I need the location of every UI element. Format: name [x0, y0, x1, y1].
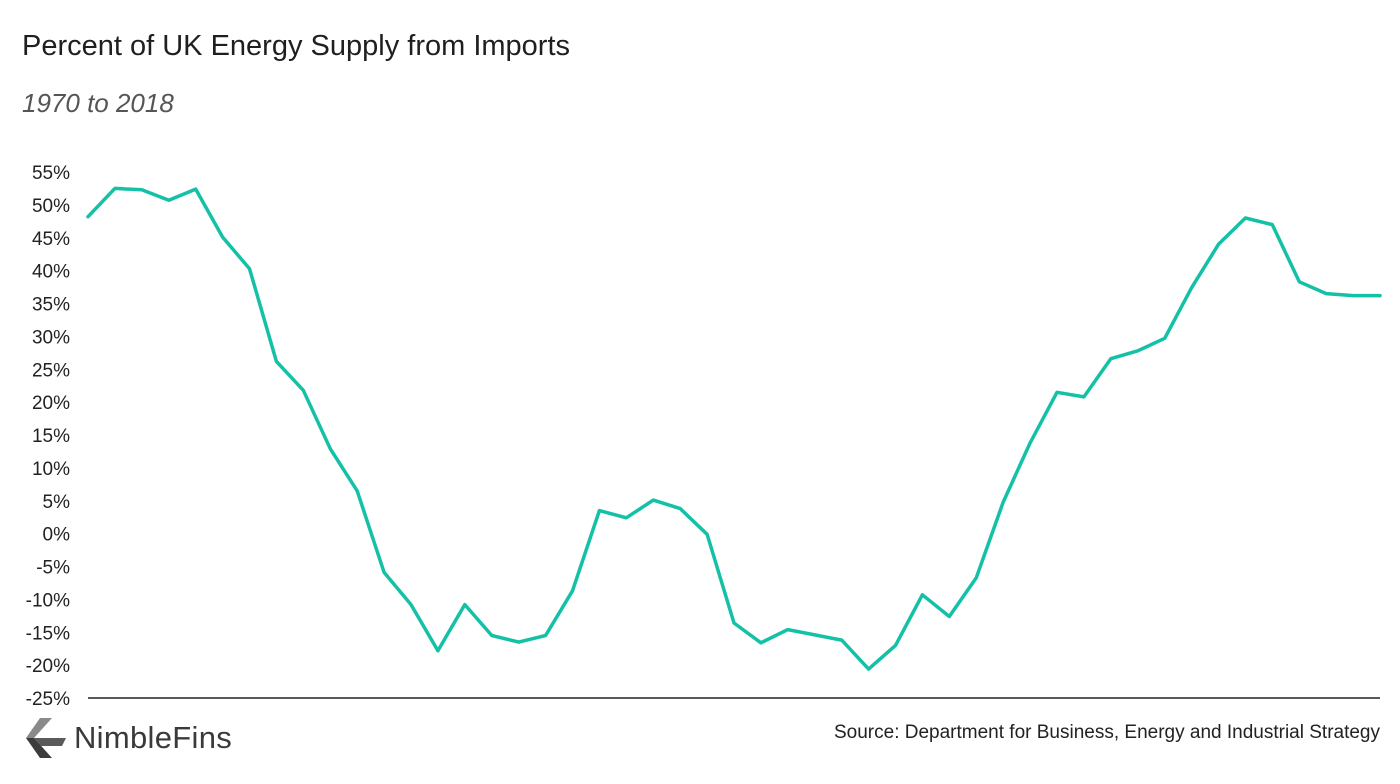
y-tick-label: 10% [32, 459, 70, 480]
y-tick-label: -20% [26, 656, 70, 677]
y-tick-label: 0% [43, 525, 71, 546]
y-tick-label: -25% [26, 689, 70, 710]
y-axis-ticks: 55% 50% 45% 40% 35% 30% 25% 20% 15% 10% 5% 0% -5% -10… [26, 163, 70, 710]
y-tick-label: -5% [36, 558, 70, 579]
y-tick-label: 5% [43, 492, 71, 513]
source-note: Source: Department for Business, Energy … [834, 722, 1380, 743]
y-tick-label: 20% [32, 393, 70, 414]
y-tick-label: 45% [32, 229, 70, 250]
y-tick-label: 25% [32, 360, 70, 381]
series-line-0 [86, 186, 1382, 671]
chart-subtitle: 1970 to 2018 [22, 88, 174, 118]
y-tick-label: 55% [32, 163, 70, 184]
y-tick-label: 30% [32, 327, 70, 348]
y-tick-label: 15% [32, 426, 70, 447]
brand-logo: NimbleFins [22, 715, 232, 761]
brand-name: NimbleFins [74, 720, 233, 755]
y-tick-label: 35% [32, 295, 70, 316]
y-tick-label: 50% [32, 196, 70, 217]
y-tick-label: -10% [26, 590, 70, 611]
chart-title: Percent of UK Energy Supply from Imports [22, 30, 570, 62]
arrow-chevron-left-icon [26, 718, 66, 758]
y-tick-label: -15% [26, 623, 70, 644]
y-tick-label: 40% [32, 262, 70, 283]
series-group [86, 186, 1382, 671]
